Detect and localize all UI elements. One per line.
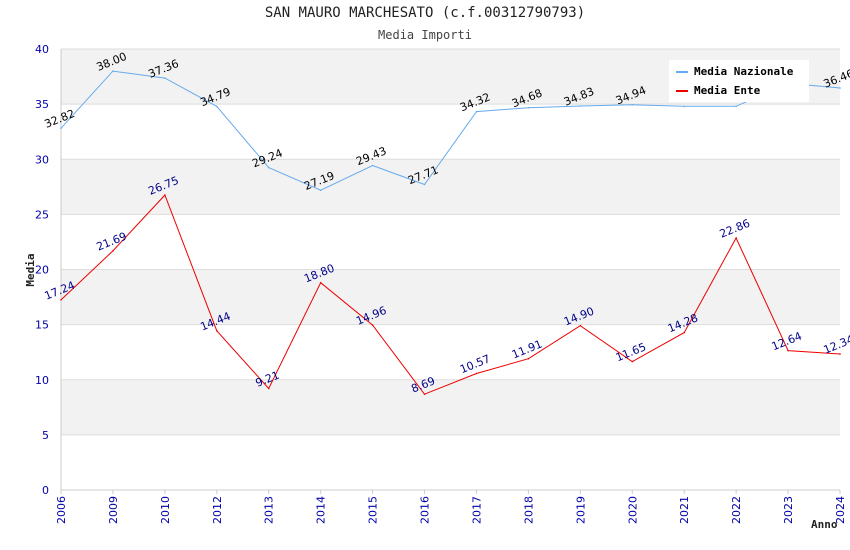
y-axis-ticks: 0 5 10 15 20 25 30 35 40 [35,43,49,497]
data-point [527,106,530,109]
x-tick-label: 2020 [626,496,639,524]
data-point [319,189,322,192]
series-line-nazionale [60,70,841,191]
data-point [631,360,634,363]
data-point [112,250,114,252]
data-point [527,357,530,360]
legend-label-nazionale: Media Nazionale [694,65,794,78]
grid-bands [61,49,840,490]
y-axis-label: Media [24,253,37,286]
x-tick-label: 2014 [315,496,328,524]
legend: Media Nazionale Media Ente [669,60,809,102]
x-tick-label: 2016 [419,496,432,524]
grid-band [61,434,840,490]
data-point [216,329,218,332]
data-point [164,194,166,196]
legend-label-ente: Media Ente [694,84,761,97]
x-tick-label: 2019 [574,496,587,524]
x-tick-label: 2006 [55,496,68,524]
data-point [60,299,62,301]
y-tick-label: 25 [35,208,49,221]
data-point [267,166,270,169]
x-axis-label: Anno [811,518,838,531]
grid-band [61,159,840,215]
chart-title: SAN MAURO MARCHESATO (c.f.00312790793) [264,5,586,21]
data-point [631,103,634,106]
x-tick-label: 2013 [263,496,276,524]
data-point [839,353,841,355]
x-tick-label: 2024 [834,496,847,524]
data-point [735,105,737,108]
grid-band [61,379,840,435]
y-tick-label: 35 [35,98,49,111]
x-tick-label: 2015 [367,496,380,524]
data-point [423,393,426,395]
x-tick-label: 2009 [107,496,120,524]
data-point [839,87,841,89]
data-point [267,387,270,390]
y-tick-label: 15 [35,319,49,332]
grid-band [61,269,840,325]
data-point [60,127,62,129]
x-tick-label: 2017 [470,496,483,524]
y-tick-label: 0 [42,484,49,497]
data-point [216,105,218,108]
series-line-ente [60,194,841,395]
data-point [319,281,322,284]
data-point [371,324,374,326]
data-point [683,105,685,108]
data-point [579,324,582,327]
x-axis-ticks: 2006 2009 2010 2012 2013 2014 2015 2016 2017 2018… [55,490,847,524]
data-point [423,183,426,186]
x-tick-label: 2023 [782,496,795,524]
y-tick-label: 30 [35,153,49,166]
data-point [475,110,478,113]
data-point [164,77,166,79]
grid-band [61,324,840,380]
x-tick-label: 2012 [211,496,224,524]
series-lines [60,70,841,395]
y-tick-label: 10 [35,374,49,387]
chart-subtitle: Media Importi [378,28,472,42]
data-point [112,70,114,72]
x-tick-label: 2010 [159,496,172,524]
y-tick-label: 40 [35,43,49,56]
data-point [475,372,478,375]
data-point [579,105,582,107]
data-point [683,331,685,334]
data-point [735,237,737,239]
data-point [371,164,374,167]
x-tick-label: 2018 [522,496,535,524]
data-point [787,349,789,352]
grid-band [61,104,840,160]
x-tick-label: 2021 [678,496,691,524]
y-tick-label: 5 [42,429,49,442]
grid-band [61,214,840,270]
legend-box [669,60,809,102]
x-tick-label: 2022 [730,496,743,524]
y-tick-label: 20 [35,264,49,277]
grid-lines [60,48,840,491]
